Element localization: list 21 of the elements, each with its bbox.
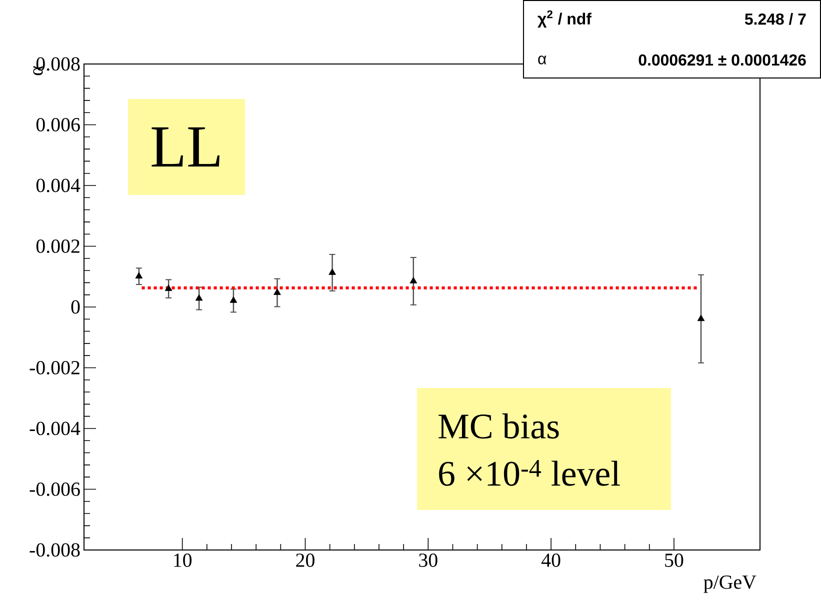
annotation: LL	[152, 127, 220, 167]
x-tick-label: 50	[665, 554, 684, 567]
y-tick-label: 0	[71, 300, 80, 314]
x-tick-label: 30	[419, 554, 438, 567]
x-axis-title: p/GeV	[704, 576, 756, 593]
y-tick-label: -0.008	[30, 543, 80, 557]
x-tick-label: 20	[296, 554, 314, 567]
text: χ$^{2}$ / ndf	[538, 10, 592, 28]
y-tick-label: -0.002	[30, 360, 80, 374]
annotation: 6 ×10$^{-4}$ level	[439, 460, 620, 486]
annotation: MC bias	[438, 413, 559, 439]
x-tick-label: 40	[541, 554, 560, 567]
y-tick-label: 0.004	[36, 178, 80, 192]
y-tick-label: 0.002	[36, 239, 80, 254]
x-tick-label: 10	[174, 554, 192, 567]
y-tick-label: 0.006	[36, 118, 80, 132]
y-tick-label: -0.004	[30, 422, 80, 436]
y-tick-label: -0.006	[30, 482, 80, 496]
text: 5.248 / 7	[744, 13, 806, 25]
annotation: 0.0006291 ± 0.0001426	[638, 54, 806, 66]
annotation: α	[538, 56, 546, 64]
